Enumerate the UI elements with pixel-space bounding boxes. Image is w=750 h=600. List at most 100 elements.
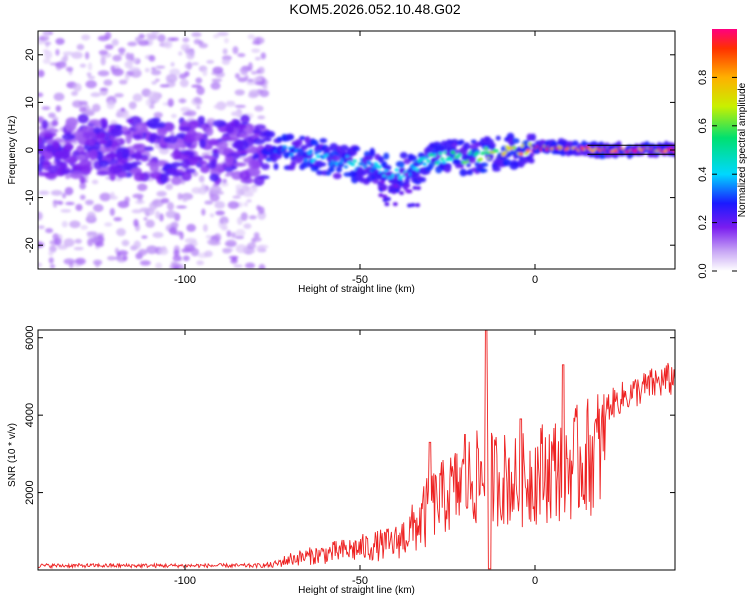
signal-blob — [372, 179, 379, 184]
noise-blob — [127, 41, 138, 47]
signal-blob — [156, 126, 168, 137]
signal-core — [344, 165, 348, 169]
signal-blob — [144, 146, 154, 152]
signal-blob — [670, 142, 675, 150]
noise-blob — [191, 32, 202, 38]
noise-blob — [215, 210, 225, 216]
noise-blob — [60, 209, 72, 213]
noise-blob — [139, 260, 151, 266]
x-tick-label: 0 — [532, 575, 538, 587]
signal-core — [309, 149, 313, 153]
noise-blob — [243, 223, 252, 230]
noise-blob — [155, 65, 166, 69]
signal-core — [303, 158, 308, 162]
signal-blob — [406, 203, 412, 208]
noise-blob — [138, 249, 148, 256]
noise-blob — [258, 264, 266, 269]
signal-blob — [109, 127, 123, 137]
noise-blob — [165, 73, 178, 83]
noise-blob — [234, 89, 245, 96]
colorbar-tick-label: 0.0 — [697, 263, 709, 278]
noise-blob — [166, 202, 175, 211]
noise-blob — [156, 190, 167, 197]
noise-blob — [222, 178, 227, 184]
noise-blob — [44, 50, 53, 60]
signal-blob — [463, 142, 471, 150]
signal-blob — [131, 161, 142, 166]
noise-blob — [222, 248, 232, 254]
signal-blob — [528, 152, 535, 158]
signal-blob — [397, 178, 404, 184]
signal-blob — [404, 176, 410, 185]
noise-blob — [209, 193, 220, 202]
noise-blob — [129, 53, 135, 61]
signal-blob — [458, 139, 465, 145]
noise-blob — [221, 58, 231, 65]
noise-blob — [71, 51, 83, 59]
noise-blob — [224, 173, 231, 177]
noise-blob — [86, 72, 92, 77]
noise-blob — [251, 237, 257, 244]
noise-blob — [168, 226, 177, 235]
signal-blob — [207, 138, 220, 146]
signal-blob — [200, 124, 207, 129]
signal-blob — [301, 160, 310, 168]
noise-blob — [257, 115, 266, 120]
noise-blob — [209, 213, 215, 218]
signal-core — [526, 149, 530, 153]
signal-blob — [94, 122, 102, 129]
noise-blob — [80, 225, 88, 230]
signal-blob — [60, 168, 71, 175]
signal-blob — [77, 113, 89, 124]
signal-blob — [63, 143, 74, 151]
signal-blob — [481, 142, 491, 151]
signal-blob — [378, 193, 384, 198]
noise-blob — [38, 92, 44, 98]
noise-blob — [204, 200, 214, 205]
signal-blob — [200, 165, 210, 174]
signal-core — [438, 151, 443, 156]
noise-blob — [97, 70, 110, 77]
x-tick-label: -50 — [352, 575, 368, 587]
signal-blob — [140, 156, 149, 162]
noise-blob — [171, 37, 179, 42]
noise-blob — [178, 263, 185, 269]
signal-blob — [285, 133, 295, 141]
signal-blob — [465, 162, 472, 168]
noise-blob — [42, 49, 49, 53]
noise-blob — [254, 56, 261, 61]
signal-core — [394, 168, 399, 172]
signal-blob — [388, 179, 394, 184]
chart-title: KOM5.2026.052.10.48.G02 — [289, 1, 461, 17]
noise-blob — [253, 232, 260, 239]
noise-blob — [124, 73, 130, 81]
noise-blob — [225, 239, 237, 248]
noise-blob — [104, 44, 114, 50]
noise-blob — [48, 257, 54, 264]
signal-blob — [392, 202, 398, 207]
noise-blob — [160, 197, 170, 204]
signal-blob — [209, 173, 220, 182]
signal-blob — [320, 162, 327, 167]
signal-blob — [332, 155, 339, 163]
signal-blob — [382, 194, 388, 199]
noise-blob — [134, 36, 142, 43]
signal-blob — [399, 152, 408, 159]
noise-blob — [104, 31, 112, 40]
signal-blob — [105, 152, 118, 159]
signal-blob — [420, 153, 426, 159]
noise-blob — [120, 107, 126, 112]
signal-blob — [190, 155, 204, 161]
signal-core — [284, 155, 289, 159]
noise-blob — [100, 56, 106, 66]
signal-blob — [399, 191, 405, 196]
noise-blob — [75, 203, 83, 212]
noise-blob — [231, 257, 237, 261]
signal-core — [456, 155, 460, 159]
signal-blob — [149, 132, 159, 141]
noise-blob — [178, 73, 187, 80]
noise-blob — [79, 106, 87, 113]
noise-blob — [202, 68, 208, 77]
noise-blob — [232, 46, 239, 55]
signal-blob — [247, 167, 261, 177]
